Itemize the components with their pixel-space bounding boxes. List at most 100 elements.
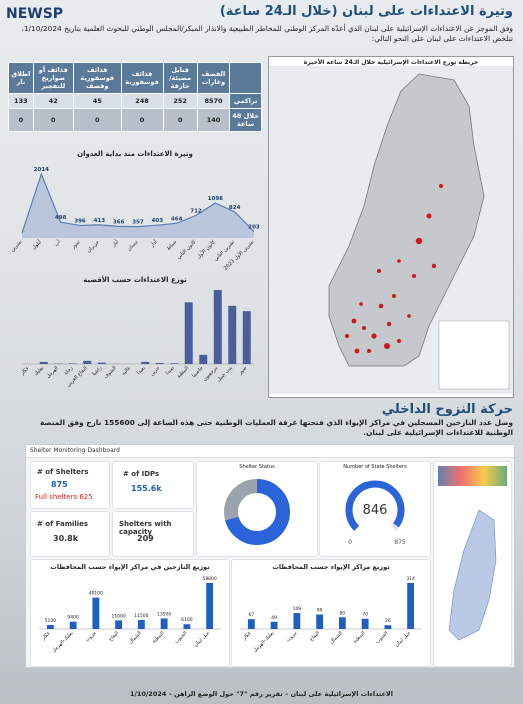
bar [155, 362, 164, 364]
data-label: 26 [385, 618, 391, 624]
data-label: 67 [249, 612, 255, 618]
table-cell: 0 [8, 108, 34, 132]
full-shelters: Full shelters 625 [35, 493, 93, 501]
column-header: قذائف فوسفورية [120, 62, 164, 94]
x-tick-label: كانون الثاني [176, 239, 198, 261]
x-tick-label: النبطية [176, 365, 190, 379]
bar [97, 362, 106, 364]
footer: الاعتداءات الإسرائيلية على لبنان – تقرير… [129, 690, 393, 698]
table-cell: 45 [72, 93, 122, 109]
x-tick-label: أيلول [30, 238, 43, 251]
x-tick-label: صيدا [165, 365, 176, 376]
x-tick-label: بيروت [84, 630, 97, 643]
shelters-value: 875 [51, 480, 68, 489]
table-cell: 0 [72, 108, 122, 132]
column-header: قذائف فوسفورية وقصف [72, 62, 122, 94]
gauge-value [345, 480, 405, 531]
x-tick-label: البقاع [108, 630, 120, 642]
x-tick-label: نيسان [126, 239, 139, 252]
row-label: خلال 48 ساعة [229, 108, 262, 132]
intro: وفق الموجز عن الاعتداءات الإسرائيلية على… [21, 24, 513, 43]
x-tick-label: عكار [19, 365, 31, 377]
bar [361, 618, 369, 629]
bar [270, 621, 278, 629]
logo: NEWSP [6, 6, 64, 22]
gauge-card: Number of State Shelters 846 0 875 [319, 461, 431, 557]
data-label: 109 [293, 606, 302, 612]
bar [170, 363, 179, 364]
x-tick-label: أيار [110, 238, 121, 249]
capacity-card: Shelters with capacity 209 [112, 511, 194, 557]
families-value: 30.8k [53, 534, 79, 543]
bar [384, 625, 392, 629]
table-cell: 42 [32, 93, 74, 109]
column-header: القصف وغارات [196, 62, 231, 94]
data-label: 203 [248, 225, 260, 231]
map [269, 66, 513, 394]
status-title: Shelter Status [239, 464, 275, 470]
strike-dots [345, 184, 443, 354]
x-tick-label: صور [237, 365, 248, 376]
data-label: 58800 [202, 576, 216, 582]
families-card: # of Families 30.8k [30, 511, 110, 557]
capacity-label: Shelters with capacity [119, 520, 172, 536]
data-label: 366 [113, 219, 125, 225]
status-card: Shelter Status [196, 461, 318, 557]
data-label: 314 [406, 576, 415, 582]
line-chart: تشرين الأول 2024 2014 أيلول 498 آب 396 تموز 413… [10, 167, 260, 272]
x-tick-label: آذار [148, 238, 159, 249]
x-tick-label: الهرمل [45, 365, 59, 379]
bar [184, 302, 193, 364]
data-label: 403 [152, 218, 164, 224]
section-title: حركة النزوح الداخلي [381, 402, 513, 417]
x-tick-label: تشرين الأول 2024 [10, 238, 24, 272]
data-label: 6100 [181, 617, 193, 623]
x-tick-label: بعلبك-الهرمل [51, 630, 75, 654]
x-tick-label: تموز [70, 239, 82, 251]
idps-card: # of IDPs 155.6k [112, 461, 194, 509]
x-tick-label: بعلبك [33, 365, 45, 377]
map-title: خريطة توزع الاعتداءات الإسرائيلية خلال ا… [303, 59, 479, 66]
bar [316, 614, 324, 629]
bar [141, 361, 150, 364]
data-label: 464 [171, 216, 183, 222]
families-label: # of Families [37, 520, 89, 528]
x-tick-label: الشمال [128, 630, 143, 645]
x-tick-label: عاليه [121, 365, 132, 376]
bar [115, 620, 123, 629]
bar [137, 620, 145, 629]
bar [83, 360, 92, 364]
capacity-value: 209 [137, 534, 154, 543]
data-label: 5100 [45, 618, 57, 624]
x-tick-label: جبل لبنان [394, 630, 412, 648]
table-cell: 8570 [196, 93, 231, 109]
main-title: وتيرة الاعتداءات على لبنان (خلال الـ24 س… [219, 4, 513, 19]
bar [293, 613, 301, 629]
area [22, 174, 254, 238]
x-tick-label: بيروت [285, 630, 298, 643]
attack-table-wrap: القصف وغارات قنابل مضيئة/حارقة قذائف فوسفو… [8, 62, 262, 132]
dash-map [448, 509, 497, 641]
dashboard-title: Shelter Monitoring Dashboard [26, 445, 514, 458]
column-header: اطلاق نار [8, 62, 34, 94]
idps-value: 155.6k [131, 484, 162, 493]
x-tick-label: بعبدا [136, 365, 147, 376]
x-tick-label: بنت جبيل [216, 365, 234, 383]
dash-map-card [433, 461, 512, 667]
map-panel: خريطة توزع الاعتداءات الإسرائيلية خلال ا… [268, 56, 514, 398]
bar [206, 583, 214, 629]
donut-segment [224, 479, 258, 521]
data-label: 99 [317, 607, 323, 613]
bar [407, 583, 415, 629]
data-label: 1098 [208, 196, 223, 202]
data-label: 70 [362, 612, 368, 618]
map-legend [438, 320, 510, 390]
table-cell: 0 [32, 108, 74, 132]
idp-bar-card: توزيع النازحين في مراكز الإيواء حسب المح… [30, 559, 230, 667]
x-tick-label: البقاع [309, 630, 321, 642]
header-row: القصف وغارات قنابل مضيئة/حارقة قذائف فوسفو… [8, 62, 262, 94]
data-label: 712 [190, 208, 202, 214]
column-header: قذائف أو صواريخ للتفجير [32, 62, 74, 94]
x-tick-label: عكار [241, 630, 253, 642]
x-tick-label: راشيا [91, 365, 103, 377]
